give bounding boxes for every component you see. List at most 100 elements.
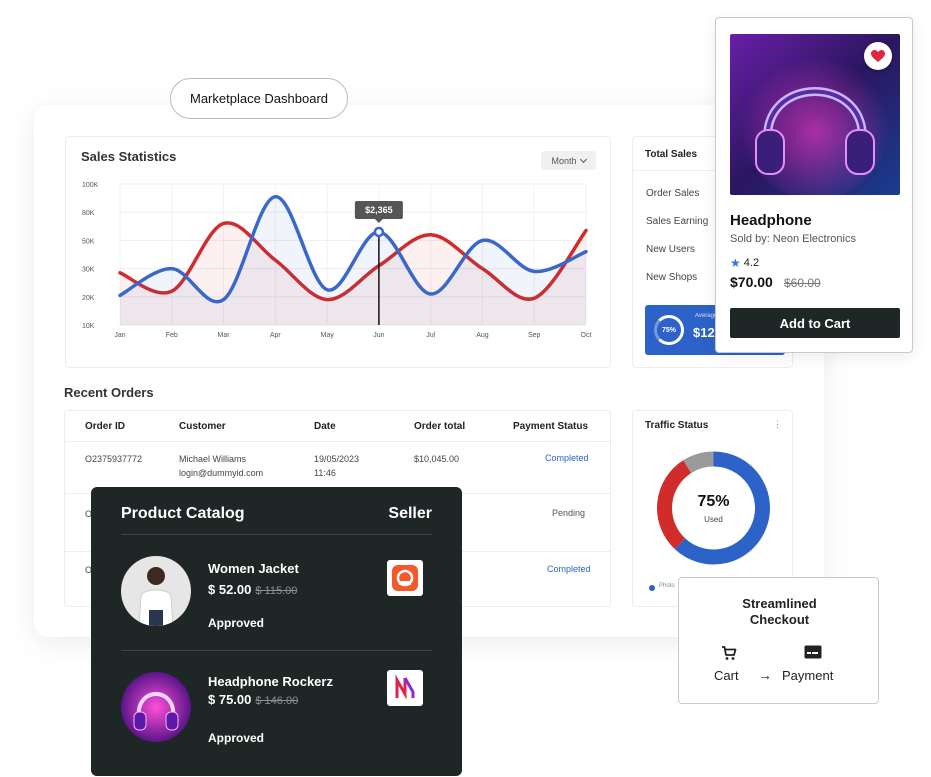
x-tick-label: May <box>320 332 334 339</box>
month-label: Month <box>551 155 577 166</box>
product-rating: ★ 4.2 <box>730 256 759 270</box>
checkout-title-line2: Checkout <box>749 612 810 627</box>
customer-name: Michael Williams <box>179 454 247 464</box>
tooltip-marker <box>373 226 385 238</box>
tooltip-pointer <box>374 219 383 223</box>
traffic-title: Traffic Status <box>645 420 709 431</box>
product-price: $70.00 <box>730 274 773 290</box>
price-old: $ 115.00 <box>255 585 298 597</box>
donut-segment <box>683 451 714 474</box>
product-thumbnail <box>121 672 191 742</box>
product-name: Headphone <box>730 212 812 229</box>
total-item-order-sales: Order Sales <box>646 188 700 199</box>
catalog-item-price: $ 75.00 $ 146.00 <box>208 692 298 707</box>
x-tick-label: Jan <box>114 332 125 339</box>
total-item-new-shops: New Shops <box>646 272 698 283</box>
total-item-new-users: New Users <box>646 244 695 255</box>
seller-logo-icon <box>392 565 418 591</box>
total-item-sales-earning: Sales Earning <box>646 216 709 227</box>
product-seller: Sold by: Neon Electronics <box>730 233 856 245</box>
catalog-item-status: Approved <box>208 616 265 630</box>
price-current: $ 52.00 <box>208 582 252 597</box>
catalog-item-name: Headphone Rockerz <box>208 674 333 689</box>
tooltip-box <box>354 201 403 219</box>
x-tick-label: Oct <box>581 332 592 339</box>
seller-logo[interactable] <box>387 670 423 706</box>
x-tick-label: Jun <box>373 332 384 339</box>
x-tick-label: Jul <box>426 332 435 339</box>
catalog-item-price: $ 52.00 $ 115.00 <box>208 582 297 597</box>
series-area <box>120 196 586 325</box>
order-id: O <box>85 509 93 519</box>
heart-icon <box>871 49 885 62</box>
month-dropdown[interactable]: Month <box>541 151 596 170</box>
series-line-red <box>118 221 588 302</box>
divider <box>121 534 432 535</box>
catalog-item-name: Women Jacket <box>208 561 299 576</box>
col-date: Date <box>314 421 336 432</box>
price-old: $ 146.00 <box>255 695 299 707</box>
divider <box>121 650 432 651</box>
legend-label: Photo <box>659 583 675 589</box>
catalog-seller-header: Seller <box>388 505 432 522</box>
seller-logo[interactable] <box>387 560 423 596</box>
add-to-cart-button[interactable]: Add to Cart <box>730 308 900 338</box>
order-id: O2375937772 <box>85 454 143 464</box>
x-tick-label: Sep <box>528 332 541 339</box>
catalog-title: Product Catalog <box>121 505 245 522</box>
checkout-card: Streamlined Checkout Cart → Payment <box>678 577 879 704</box>
status-badge: Completed <box>545 453 589 463</box>
col-order-id: Order ID <box>85 421 126 432</box>
donut-segment <box>657 460 692 550</box>
product-old-price: $60.00 <box>784 276 821 290</box>
y-tick-label: 100K <box>82 182 99 189</box>
y-tick-label: 30K <box>82 267 95 274</box>
sales-statistics-card: Sales Statistics Month 100K 80K 50K 30K 20K 1… <box>65 136 611 368</box>
customer-email: login@dummyid.com <box>179 468 264 478</box>
cart-icon[interactable] <box>721 645 737 661</box>
arrow-right-icon: → <box>758 667 772 683</box>
traffic-donut <box>657 451 770 565</box>
x-tick-label: Mar <box>218 332 231 339</box>
col-customer: Customer <box>179 421 226 432</box>
catalog-item-status: Approved <box>208 731 265 745</box>
average-value: $12, <box>693 325 719 340</box>
y-tick-label: 20K <box>82 295 95 302</box>
kebab-icon[interactable]: ⋮ <box>773 419 782 429</box>
sales-chart: 100K 80K 50K 30K 20K 10K Jan Feb Mar Apr May Jun Jul… <box>82 182 592 339</box>
x-tick-label: Feb <box>166 332 178 339</box>
y-tick-label: 50K <box>82 238 95 245</box>
status-badge: Completed <box>547 564 591 574</box>
traffic-label: Used <box>704 515 723 524</box>
divider <box>633 170 792 171</box>
payment-label: Payment <box>782 668 834 683</box>
recent-orders-title: Recent Orders <box>64 385 154 400</box>
average-label: Average <box>695 313 718 319</box>
favorite-button[interactable] <box>864 42 892 70</box>
star-icon: ★ <box>730 256 741 270</box>
product-card: Headphone Sold by: Neon Electronics ★ 4.… <box>715 17 913 353</box>
dashboard-title-pill: Marketplace Dashboard <box>170 78 348 119</box>
sales-title: Sales Statistics <box>81 149 177 164</box>
series-line-blue <box>118 194 588 304</box>
status-badge: Pending <box>552 508 586 518</box>
traffic-value: 75% <box>697 493 730 510</box>
tooltip-label: $2,365 <box>365 205 393 215</box>
divider <box>65 441 610 442</box>
product-catalog-panel: Product Catalog Seller Women Jacket $ 52… <box>91 487 462 776</box>
total-sales-title: Total Sales <box>645 149 698 160</box>
cart-label: Cart <box>714 668 739 683</box>
payment-card-icon[interactable] <box>804 645 822 659</box>
rating-value: 4.2 <box>743 257 760 269</box>
donut-segment <box>674 451 770 565</box>
average-ring: 75% <box>654 315 684 345</box>
col-order-total: Order total <box>414 421 466 432</box>
traffic-status-card: Traffic Status ⋮ 75% Used Photo <box>632 410 793 607</box>
order-date: 19/05/2023 <box>314 454 360 464</box>
order-time: 11:46 <box>314 468 336 478</box>
checkout-title: Streamlined Checkout <box>679 596 880 628</box>
seller-logo-icon <box>395 674 415 700</box>
series-area <box>120 222 586 325</box>
col-payment-status: Payment Status <box>513 421 589 432</box>
x-tick-label: Aug <box>476 332 489 339</box>
